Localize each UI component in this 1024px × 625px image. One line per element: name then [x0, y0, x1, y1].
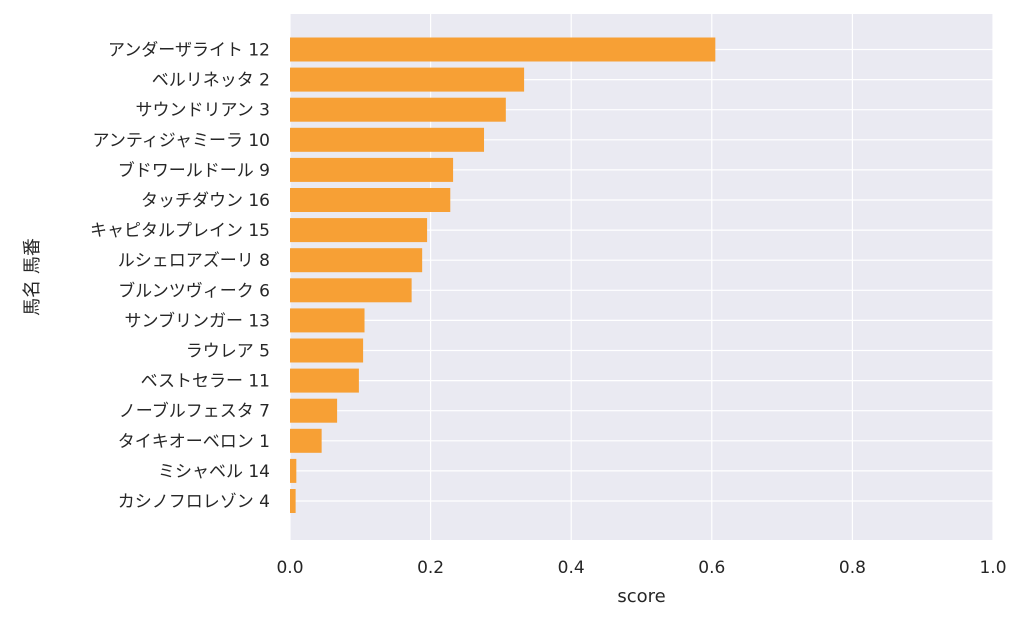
bar [290, 489, 296, 513]
category-label: サウンドリアン 3 [135, 101, 270, 121]
category-label: ブルンツヴィーク 6 [118, 280, 270, 301]
category-label: ミシャベル 14 [158, 462, 270, 482]
bar [290, 368, 359, 393]
bar [290, 248, 423, 273]
plot-area [290, 14, 993, 540]
bar [290, 308, 365, 333]
category-label: ルシェロアズーリ 8 [118, 251, 270, 271]
category-label: アンダーザライト 12 [108, 41, 270, 61]
bar [290, 458, 297, 483]
category-label: サンブリンガー 13 [124, 310, 270, 331]
bar [290, 97, 506, 122]
bar [290, 37, 716, 62]
category-label: キャピタルプレイン 15 [90, 221, 270, 241]
x-axis-label: score [617, 586, 665, 607]
category-label: アンティジャミーラ 10 [93, 131, 271, 151]
category-label: ベストセラー 11 [141, 372, 270, 392]
category-label: カシノフロレゾン 4 [118, 492, 270, 512]
bar [290, 278, 412, 303]
y-axis-label: 馬名 馬番 [22, 238, 43, 316]
x-tick-label: 0.0 [276, 558, 303, 578]
bar [290, 428, 322, 453]
bars [290, 37, 716, 513]
bar [290, 218, 428, 243]
x-tick-label: 0.4 [558, 558, 585, 578]
category-label: ラウレア 5 [186, 342, 270, 362]
category-label: ベルリネッタ 2 [152, 71, 270, 91]
bar [290, 398, 338, 423]
x-tick-label: 0.8 [839, 558, 866, 578]
category-label: タッチダウン 16 [141, 191, 270, 211]
category-labels: アンダーザライト 12 ベルリネッタ 2 サウンドリアン 3 アンティジャミーラ 10… [90, 41, 270, 513]
category-label: タイキオーベロン 1 [118, 432, 270, 452]
category-label: ノーブルフェスタ 7 [119, 401, 270, 422]
x-tick-label: 0.2 [417, 558, 444, 578]
bar [290, 338, 364, 363]
bar [290, 188, 451, 212]
x-tick-labels: 0.0 0.2 0.4 0.6 0.8 1.0 [276, 558, 1006, 578]
category-label: ブドワールドール 9 [118, 160, 270, 181]
bar [290, 127, 485, 152]
x-tick-label: 0.6 [698, 558, 725, 578]
bar [290, 67, 525, 92]
bar [290, 157, 454, 182]
x-tick-label: 1.0 [979, 558, 1006, 578]
